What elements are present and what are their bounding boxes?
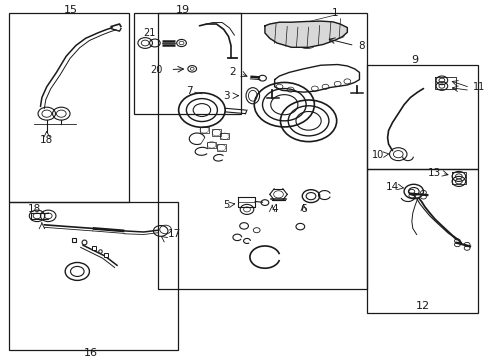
Text: 15: 15 — [64, 5, 78, 15]
Text: 14: 14 — [385, 182, 398, 192]
Text: 6: 6 — [300, 204, 306, 215]
Text: 11: 11 — [472, 82, 485, 93]
Text: 9: 9 — [411, 55, 418, 65]
Text: 12: 12 — [415, 301, 428, 311]
Text: 20: 20 — [150, 64, 163, 75]
Text: 4: 4 — [271, 204, 277, 215]
Text: 21: 21 — [143, 28, 156, 38]
Bar — [212, 130, 221, 136]
Text: 8: 8 — [358, 41, 365, 51]
Bar — [217, 144, 225, 151]
Text: 2: 2 — [229, 67, 235, 77]
Text: 7: 7 — [186, 86, 193, 96]
Bar — [366, 169, 477, 313]
Text: 3: 3 — [223, 91, 229, 101]
Text: 5: 5 — [223, 200, 229, 210]
Polygon shape — [264, 21, 346, 47]
Bar — [207, 141, 216, 148]
Bar — [220, 133, 228, 139]
Text: 1: 1 — [331, 8, 338, 18]
Bar — [9, 13, 129, 202]
Text: 13: 13 — [427, 168, 440, 178]
Bar — [9, 202, 177, 350]
Bar — [200, 127, 208, 133]
Text: 16: 16 — [83, 348, 97, 358]
Text: 19: 19 — [175, 5, 189, 15]
Text: 18: 18 — [40, 135, 53, 145]
Bar — [134, 13, 240, 114]
Text: 10: 10 — [372, 150, 384, 160]
Bar — [366, 65, 477, 169]
Text: 18: 18 — [28, 204, 41, 215]
Bar — [158, 13, 366, 289]
Text: 17: 17 — [167, 229, 181, 239]
